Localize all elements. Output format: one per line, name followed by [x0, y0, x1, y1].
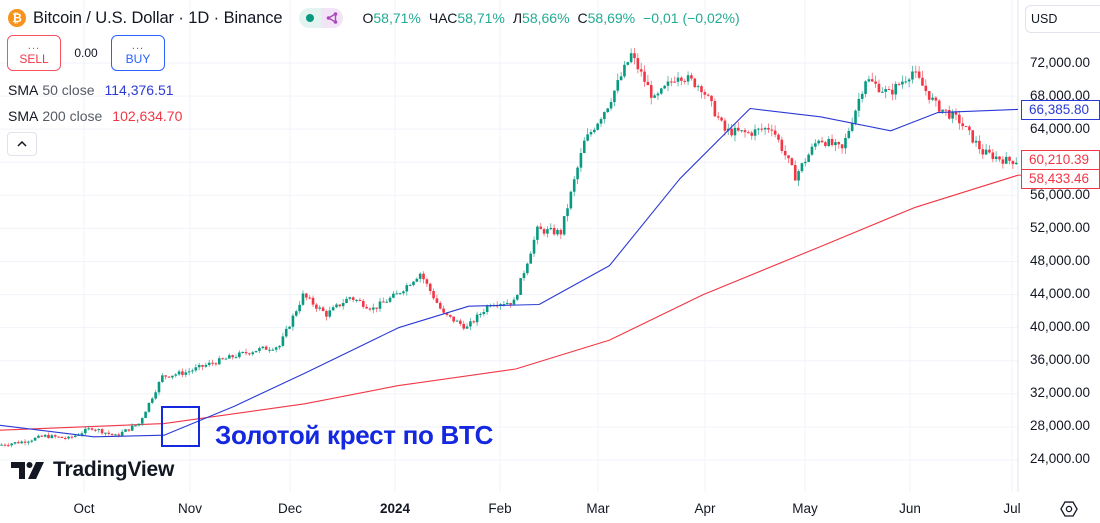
legend-sma-50[interactable]: SMA 50 close 114,376.51: [8, 82, 174, 98]
sell-price-placeholder: ...: [27, 39, 41, 52]
time-axis-label: Apr: [694, 501, 716, 516]
trade-panel: ... SELL 0.00 ... BUY: [7, 35, 165, 71]
time-axis-label: Oct: [73, 501, 95, 516]
price-change: −0,01 (−0,02%): [643, 10, 740, 26]
indicator-value: 102,634.70: [112, 108, 183, 124]
symbol-title[interactable]: Bitcoin / U.S. Dollar · 1D · Binance: [33, 8, 283, 27]
ohlc-values: О 58,71% ЧАС 58,71% Л 58,66% С 58,69% −0…: [363, 10, 740, 26]
buy-price-placeholder: ...: [131, 39, 145, 52]
collapse-legend-button[interactable]: [7, 132, 37, 156]
candlestick-series: [0, 48, 1018, 448]
open-key: О: [362, 10, 374, 26]
time-axis-label: 2024: [379, 501, 411, 516]
price-axis-label: 40,000.00: [1030, 319, 1091, 334]
time-axis-label: Jul: [1003, 501, 1021, 516]
chevron-up-icon: [17, 141, 27, 147]
indicator-name: SMA: [8, 82, 39, 98]
price-axis-label: 44,000.00: [1030, 286, 1091, 301]
price-axis-label: 52,000.00: [1030, 220, 1091, 235]
indicator-name: SMA: [8, 108, 39, 124]
tradingview-logo[interactable]: TradingView: [11, 458, 174, 482]
time-axis-label: Nov: [177, 501, 203, 516]
close-value: 58,69%: [587, 10, 636, 26]
golden-cross-highlight-box[interactable]: [161, 406, 200, 447]
currency-value: USD: [1031, 12, 1058, 26]
sma-200-line: [0, 174, 1019, 431]
price-axis-label: 72,000.00: [1030, 55, 1091, 70]
market-status-pill[interactable]: [298, 8, 343, 28]
time-axis-label: Jun: [899, 501, 921, 516]
sma-50-price-tag: 66,385.80: [1021, 100, 1100, 120]
chart-settings-button[interactable]: [1060, 499, 1078, 519]
sell-label: SELL: [19, 51, 49, 66]
time-axis-label: Feb: [488, 501, 512, 516]
market-open-dot-icon: [305, 14, 314, 22]
price-axis-label: 64,000.00: [1030, 121, 1091, 136]
low-key: Л: [512, 10, 523, 26]
price-axis-label: 56,000.00: [1030, 187, 1091, 202]
price-axis-label: 48,000.00: [1030, 253, 1091, 268]
low-value: 58,66%: [522, 10, 570, 26]
currency-select[interactable]: USD: [1025, 5, 1100, 33]
bitcoin-logo-icon: ₿: [8, 9, 26, 27]
time-axis-label: Dec: [277, 501, 303, 516]
legend-sma-200[interactable]: SMA 200 close 102,634.70: [8, 108, 182, 124]
price-axis-label: 32,000.00: [1030, 385, 1091, 400]
close-key: С: [577, 10, 588, 26]
high-value: 58,71%: [457, 10, 505, 26]
price-axis-label: 24,000.00: [1030, 451, 1091, 466]
indicator-params: 50 close: [42, 82, 95, 98]
price-axis-label: 28,000.00: [1030, 418, 1091, 433]
price-axis-label: 68,000.00: [1030, 88, 1091, 103]
indicator-params: 200 close: [42, 108, 103, 124]
chart-grid: [0, 0, 1019, 492]
last-price-tag: 60,210.39: [1021, 150, 1100, 170]
chart-header: ₿ Bitcoin / U.S. Dollar · 1D · Binance О…: [8, 6, 740, 30]
golden-cross-annotation: Золотой крест по BTC: [215, 420, 494, 450]
time-axis-label: May: [792, 501, 818, 516]
settings-hexagon-icon: [1060, 501, 1078, 517]
sell-button[interactable]: ... SELL: [7, 35, 61, 71]
buy-button[interactable]: ... BUY: [111, 35, 165, 71]
sma-50-line: [0, 107, 1022, 438]
indicator-value: 114,376.51: [104, 82, 174, 98]
high-key: ЧАС: [428, 10, 458, 26]
open-value: 58,71%: [373, 10, 421, 26]
tradingview-mark-icon: [11, 462, 44, 479]
tradingview-wordmark: TradingView: [53, 458, 175, 481]
time-axis-label: Mar: [586, 501, 610, 516]
spread-value: 0.00: [74, 46, 98, 60]
share-network-icon: [326, 12, 337, 24]
sma-200-price-tag: 58,433.46: [1021, 169, 1100, 189]
buy-label: BUY: [125, 51, 151, 66]
price-axis-label: 36,000.00: [1030, 352, 1091, 367]
